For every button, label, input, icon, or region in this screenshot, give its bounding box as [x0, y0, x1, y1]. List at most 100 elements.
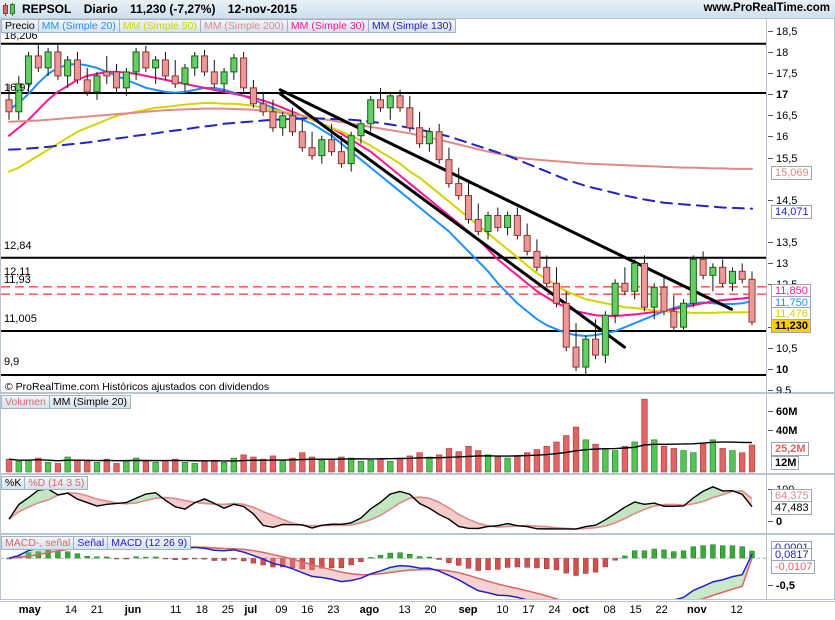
candle [689, 255, 697, 308]
volume-value-box-1[interactable]: 12M [771, 456, 800, 470]
volume-bar [240, 454, 247, 473]
price-legend-chip-0[interactable]: Precio [1, 19, 38, 33]
stoch-value-box-1[interactable]: 47,483 [771, 501, 812, 515]
price-left-label-2[interactable]: 12,84 [4, 240, 32, 252]
stoch-band [9, 504, 19, 520]
x-axis[interactable]: may 14 21 jun 11 18 25 jul 09 16 23 ago 13 20 sep 10 17 2… [0, 601, 835, 620]
volume-bar [191, 463, 198, 473]
macd-histogram-bar [573, 557, 579, 576]
price-left-label-1[interactable]: 16,97 [4, 82, 32, 94]
ma-line-mm-simple-30-[interactable] [8, 70, 753, 318]
volume-bar [338, 456, 345, 473]
ma-line-mm-simple-130-[interactable] [8, 117, 753, 210]
candle [621, 267, 629, 296]
x-axis-label-16: 17 [522, 604, 535, 616]
volume-bar [211, 459, 218, 473]
volume-value-box-0[interactable]: 25,2M [771, 442, 809, 456]
candle [25, 51, 33, 92]
price-legend-chip-2[interactable]: MM (Simple 50) [118, 19, 200, 33]
macd-legend-chip-1[interactable]: Señal [73, 536, 108, 550]
volume-bar [348, 457, 355, 473]
x-axis-label-4: 11 [170, 604, 182, 616]
price-legend-chip-1[interactable]: MM (Simple 20) [37, 19, 119, 33]
price-left-label-4[interactable]: 11,93 [4, 274, 31, 286]
volume-bar [84, 460, 91, 473]
candle [367, 95, 375, 132]
stoch-legend-chip-1[interactable]: %D (14 3 5) [24, 476, 89, 490]
stoch-band [693, 491, 704, 504]
price-legend-chip-3[interactable]: MM (Simple 200) [199, 19, 287, 33]
candle [572, 323, 580, 372]
x-axis-label-5: 18 [195, 604, 208, 616]
price-left-label-6[interactable]: 9,9 [4, 356, 20, 368]
ma-line-mm-simple-50-[interactable] [8, 102, 753, 314]
macd-band [517, 588, 528, 599]
candle [631, 259, 639, 300]
volume-bar [269, 455, 277, 473]
macd-legend-chip-0[interactable]: MACD-, señal [1, 536, 74, 550]
volume-bar [93, 462, 101, 473]
volume-plot[interactable] [1, 394, 766, 473]
volume-legend-chip-1[interactable]: MM (Simple 20) [48, 395, 131, 409]
volume-bar [387, 460, 394, 473]
volume-bar [318, 459, 325, 473]
price-value-box-5[interactable]: 11,230 [771, 319, 812, 333]
price-value-box-0[interactable]: 15,069 [771, 166, 812, 180]
symbol-label[interactable]: REPSOL [22, 2, 72, 16]
stoch-band [38, 488, 49, 503]
price-legend: Precio MM (Simple 20) MM (Simple 50) MM (Si… [1, 19, 456, 33]
macd-legend-chip-2[interactable]: MACD (12 26 9) [107, 536, 192, 550]
price-tick-4: 16,5 [768, 111, 797, 122]
price-tick-2: 17,5 [768, 69, 797, 80]
price-value-box-3[interactable]: 11,750 [771, 296, 811, 310]
price-legend-chip-4[interactable]: MM (Simple 30) [286, 19, 369, 33]
price-value-box-2[interactable]: 11,850 [771, 284, 811, 298]
volume-bar [406, 455, 413, 473]
macd-histogram-bar [739, 546, 745, 559]
macd-histogram-bar [152, 556, 159, 559]
stoch-band [272, 515, 283, 528]
candle [582, 335, 590, 376]
macd-band [331, 569, 342, 582]
candle [435, 123, 443, 164]
candle [347, 131, 355, 172]
macd-histogram-bar [377, 555, 384, 559]
candle [455, 167, 463, 200]
stochastic-plot[interactable] [1, 475, 766, 533]
volume-bar [113, 463, 120, 473]
legend-label: MACD-, señal [5, 537, 71, 549]
macd-histogram-bar [719, 545, 726, 559]
candle [474, 203, 482, 236]
macd-band [351, 573, 361, 581]
volume-bar [690, 452, 697, 473]
macd-histogram-bar [328, 557, 335, 569]
candle [376, 87, 385, 112]
ma-line-mm-simple-200-[interactable] [8, 107, 753, 170]
macd-tick-0: -0,5 [768, 581, 795, 592]
candle [533, 239, 541, 272]
price-plot[interactable] [1, 19, 766, 392]
macd-histogram-bar [94, 556, 100, 559]
candle [122, 67, 130, 96]
candle [552, 267, 561, 308]
volume-bar [719, 448, 726, 473]
price-left-label-3[interactable]: 12,11 [4, 266, 31, 278]
candle [328, 123, 336, 156]
volume-legend: Volumen MM (Simple 20) [1, 395, 131, 409]
price-left-label-0[interactable]: 18,206 [4, 30, 38, 42]
website-label[interactable]: www.ProRealTime.com [703, 2, 830, 14]
macd-histogram-bar [397, 552, 403, 559]
macd-histogram-bar [201, 557, 208, 560]
price-left-label-5[interactable]: 11,005 [4, 313, 37, 325]
stoch-legend-chip-0[interactable]: %K [1, 476, 25, 490]
price-value-box-1[interactable]: 14,071 [771, 205, 812, 219]
volume-bar [680, 450, 687, 473]
timeframe-label[interactable]: Diario [83, 2, 118, 16]
volume-bar [699, 443, 707, 473]
ma-line-mm-simple-20-[interactable] [8, 62, 753, 337]
volume-legend-chip-0[interactable]: Volumen [1, 395, 49, 409]
macd-value-box-2[interactable]: -0,0107 [771, 560, 816, 574]
volume-bar [367, 459, 374, 473]
trendline-upper-downtrend[interactable] [278, 88, 734, 311]
price-legend-chip-5[interactable]: MM (Simple 130) [368, 19, 456, 33]
